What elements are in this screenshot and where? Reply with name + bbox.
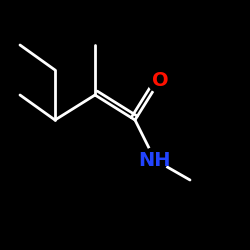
Text: O: O (152, 70, 168, 90)
Circle shape (148, 68, 172, 92)
Text: NH: NH (139, 150, 171, 170)
Circle shape (142, 148, 168, 172)
